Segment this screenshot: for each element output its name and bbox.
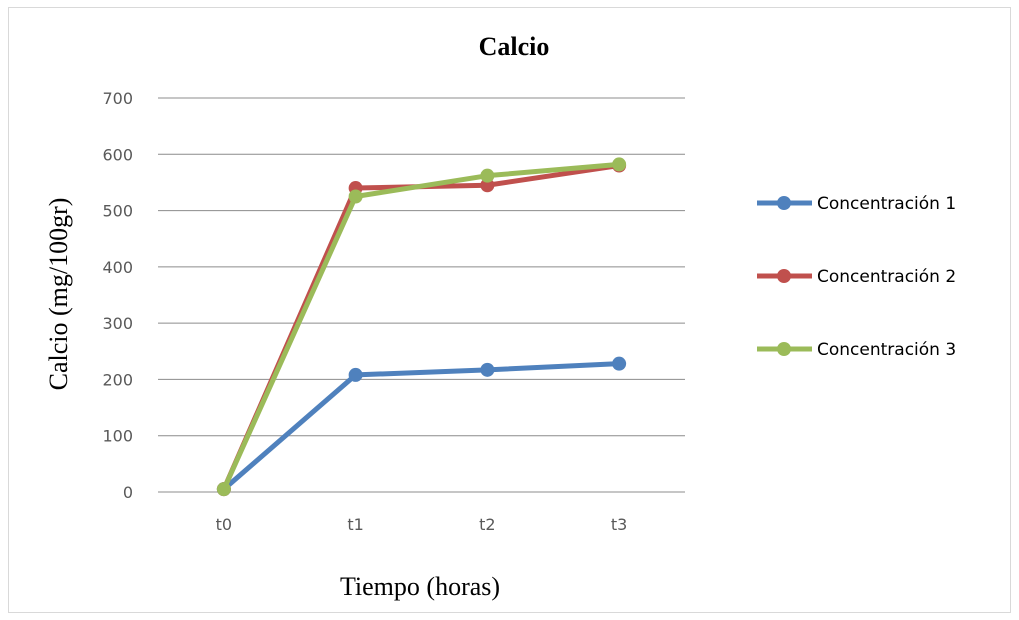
- series-3-point-t1: [348, 189, 363, 204]
- y-tick-0: 0: [123, 483, 133, 502]
- series-lines: [216, 157, 627, 497]
- x-tick-t2: t2: [479, 515, 495, 534]
- legend-item-1: Concentración 1: [757, 194, 956, 214]
- series-1: [216, 356, 627, 497]
- legend-swatch-marker: [777, 342, 791, 356]
- y-tick-200: 200: [102, 370, 133, 389]
- x-tick-t0: t0: [216, 515, 232, 534]
- x-axis-label: Tiempo (horas): [340, 572, 500, 601]
- x-tick-labels: t0 t1 t2 t3: [216, 515, 628, 534]
- series-1-point-t1: [348, 367, 363, 382]
- series-3-point-t0: [216, 482, 231, 497]
- y-tick-400: 400: [102, 258, 133, 277]
- series-1-point-t3: [612, 356, 627, 371]
- y-tick-100: 100: [102, 427, 133, 446]
- series-3-point-t3: [612, 157, 627, 172]
- x-tick-t1: t1: [347, 515, 363, 534]
- x-tick-t3: t3: [611, 515, 627, 534]
- grid-lines: [158, 97, 685, 493]
- series-1-line: [221, 361, 622, 492]
- legend-item-3: Concentración 3: [757, 340, 956, 360]
- y-tick-300: 300: [102, 314, 133, 333]
- y-tick-labels: 0 100 200 300 400 500 600 700: [102, 89, 133, 502]
- series-1-point-t2: [480, 362, 495, 377]
- y-tick-500: 500: [102, 202, 133, 221]
- chart-title: Calcio: [479, 32, 550, 61]
- legend-swatch-marker: [777, 196, 791, 210]
- series-3-line: [221, 161, 622, 492]
- legend-label: Concentración 1: [817, 194, 956, 214]
- series-2: [216, 158, 627, 497]
- y-tick-700: 700: [102, 89, 133, 108]
- y-axis-label: Calcio (mg/100gr): [44, 198, 73, 391]
- legend-label: Concentración 2: [817, 267, 956, 287]
- legend-item-2: Concentración 2: [757, 267, 956, 287]
- legend: Concentración 1 Concentración 2 Concentrac…: [757, 194, 956, 360]
- chart-frame: [8, 7, 1011, 613]
- series-2-point-t2: [480, 178, 495, 193]
- legend-swatch-marker: [777, 269, 791, 283]
- series-3: [216, 157, 627, 497]
- series-3-point-t2: [480, 168, 495, 183]
- y-tick-600: 600: [102, 145, 133, 164]
- legend-label: Concentración 3: [817, 340, 956, 360]
